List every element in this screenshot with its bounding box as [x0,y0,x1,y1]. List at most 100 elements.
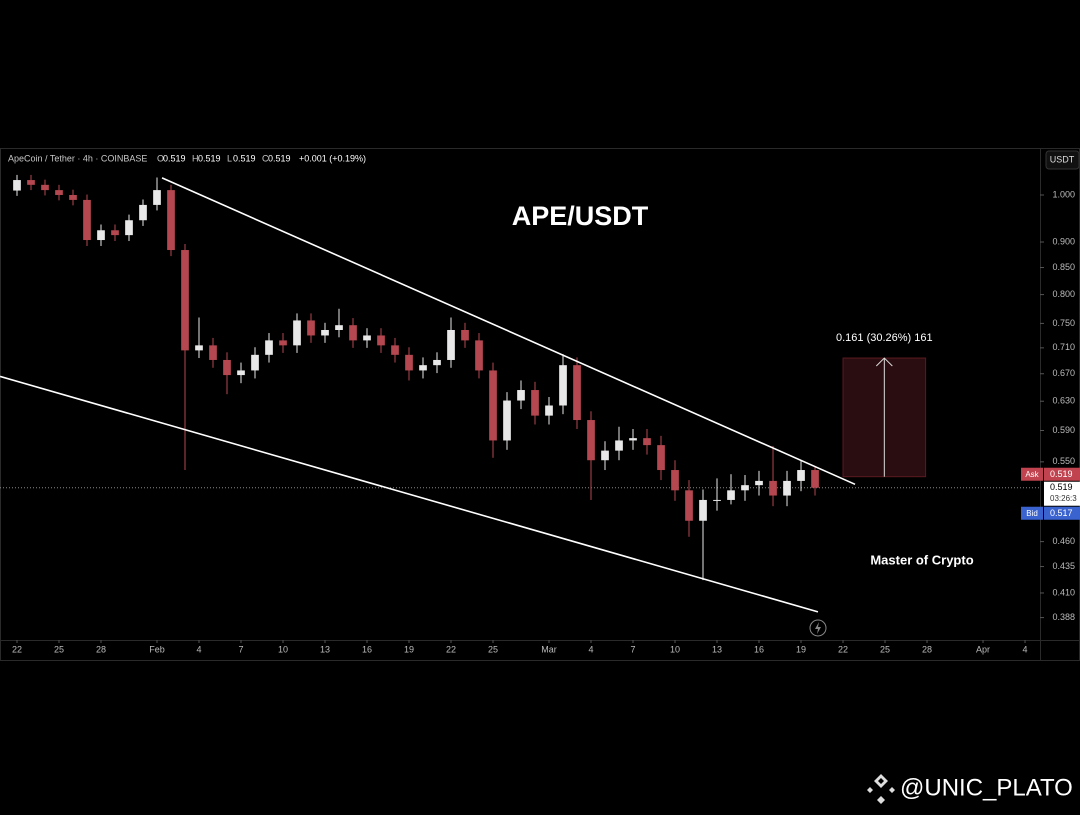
x-tick-label: 25 [488,644,498,654]
candle-body [125,220,133,236]
candle-body [321,329,329,336]
y-tick-label: 0.590 [1052,425,1075,435]
candle-body [811,470,819,488]
currency-box [1045,150,1080,170]
candle-body [419,365,427,371]
projection-label: 0.161 (30.26%) 161 [836,332,933,344]
bid-tag [1021,506,1043,520]
ohlc-value: 0.519 [268,153,291,163]
candle-body [391,345,399,355]
annotation: Master of Crypto [870,552,973,567]
candle-body [517,390,525,401]
y-tick-label: 0.710 [1052,342,1075,352]
x-tick-label: 13 [320,644,330,654]
x-tick-label: 16 [362,644,372,654]
candle-body [41,184,49,191]
ohlc-key: C [262,153,269,163]
candle-body [559,365,567,406]
x-tick-label: Mar [541,644,557,654]
candle-body [251,354,259,371]
candle-body [685,490,693,521]
ohlc-key: O [157,153,164,163]
candle-body [601,450,609,461]
y-tick-label: 0.410 [1052,587,1075,597]
candle-body [531,390,539,416]
candle-body [475,340,483,371]
y-tick-label: 0.435 [1052,561,1075,571]
projection-arrowhead [875,357,893,367]
candle-body [629,438,637,441]
x-tick-label: Feb [149,644,165,654]
logo-diamond [874,774,888,788]
candle-body [587,420,595,461]
y-tick-label: 0.550 [1052,456,1075,466]
y-tick-label: 0.388 [1052,612,1075,622]
candle-body [111,230,119,236]
x-tick-label: 10 [278,644,288,654]
x-tick-label: 22 [12,644,22,654]
bid-label: Bid [1026,509,1038,518]
candle-body [209,345,217,360]
y-tick-label: 0.460 [1052,536,1075,546]
candle-body [657,445,665,471]
ohlc-value: 0.519 [233,153,256,163]
candle-body [545,405,553,416]
x-tick-label: 28 [922,644,932,654]
y-tick-label: 0.670 [1052,368,1075,378]
x-tick-label: 7 [238,644,243,654]
candle-body [727,490,735,500]
countdown: 03:26:3 [1050,494,1077,503]
candle-body [265,340,273,355]
x-tick-label: 22 [838,644,848,654]
candle-body [167,190,175,251]
watermark-logo [867,774,895,804]
chart-title: APE/USDT [512,201,649,231]
bid-value: 0.517 [1050,508,1073,518]
candle-body [671,470,679,491]
candle-body [13,180,21,191]
candle-body [461,329,469,341]
lightning-bolt [815,622,821,634]
ohlc-group: O0.519 H 0.519 L 0.519 C 0.519 +0.001 (+0.19%) [157,153,366,163]
candle-body [293,320,301,346]
x-tick-label: 13 [712,644,722,654]
candle-body [181,250,189,351]
candle-body [27,180,35,185]
lightning-icon [809,619,827,637]
y-tick-label: 0.750 [1052,318,1075,328]
candle-body [237,370,245,376]
y-tick-label: 0.630 [1052,396,1075,406]
candle-body [433,359,441,366]
candle-body [615,440,623,451]
candle-body [195,345,203,351]
ohlc-key: H [192,153,199,163]
candle-body [797,470,805,481]
candle-body [377,335,385,346]
y-tick-label: 1.000 [1052,189,1075,199]
candle-body [139,204,147,221]
x-tick-label: 4 [589,644,594,654]
ask-value: 0.519 [1050,469,1073,479]
candle-body [447,329,455,360]
x-tick-label: 4 [196,644,201,654]
candle-body [503,400,511,441]
logo-diamond-small [867,787,895,804]
candle-body [335,325,343,330]
candle-body [699,499,707,521]
trendline [161,177,856,486]
currency: USDT [1050,154,1075,164]
candle-body [755,480,763,486]
symbol-header: ApeCoin / Tether · 4h · COINBASE [8,153,147,163]
candle-body [783,480,791,496]
ohlc-value: 0.519 [163,153,186,163]
ask-box [1044,467,1080,481]
candle-body [713,499,721,501]
y-tick-label: 0.850 [1052,262,1075,272]
candle-body [405,354,413,371]
ohlc-value: 0.519 [198,153,221,163]
x-tick-label: 22 [446,644,456,654]
x-tick-label: 10 [670,644,680,654]
candle-body [489,370,497,441]
